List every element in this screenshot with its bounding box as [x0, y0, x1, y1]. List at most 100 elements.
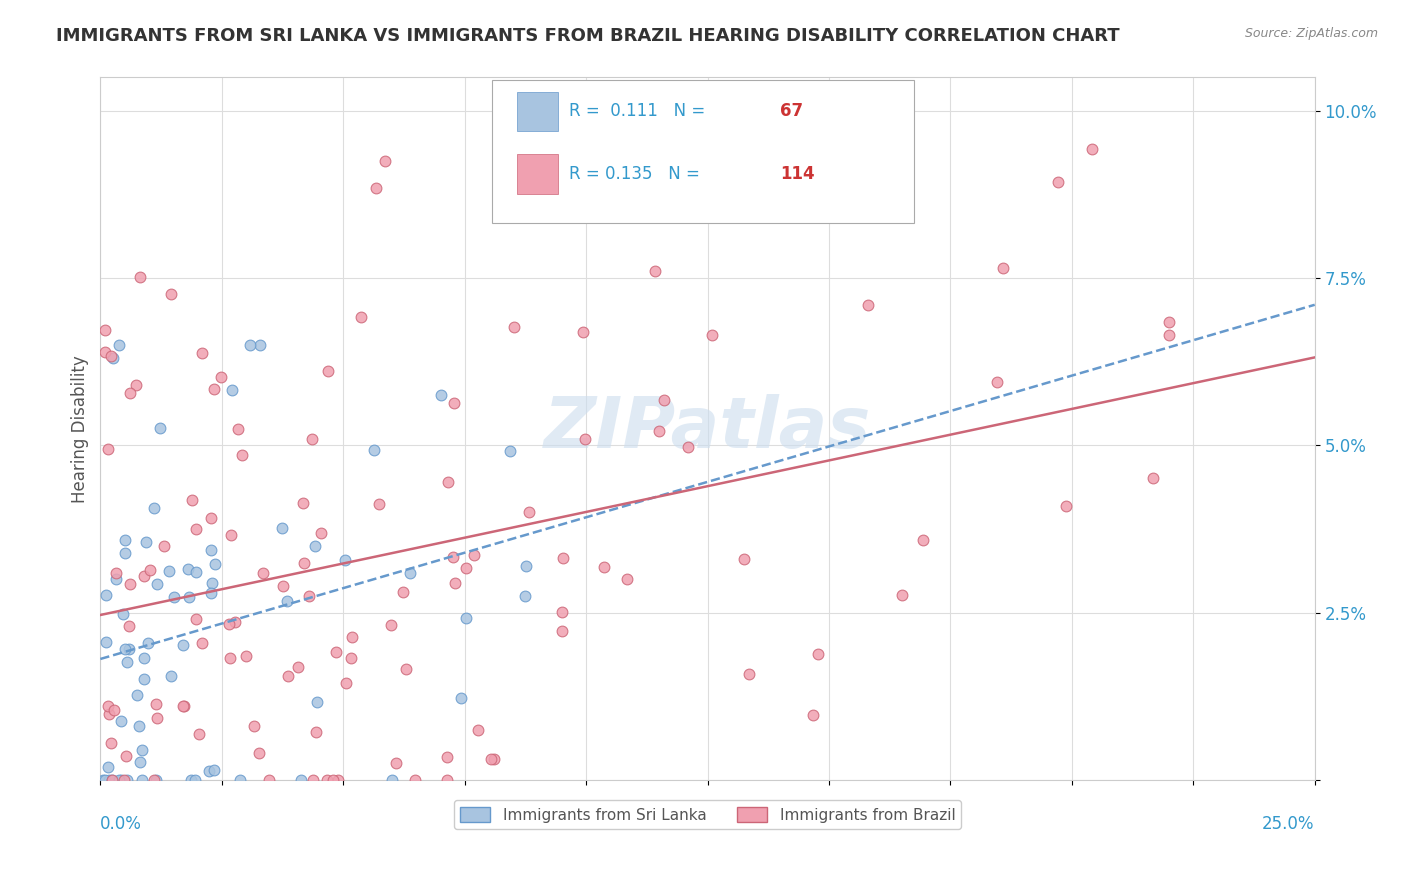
Point — [399, 566, 422, 581]
Point — [163, 590, 186, 604]
Point — [292, 496, 315, 510]
Point — [93, 773, 115, 788]
Point — [94, 588, 117, 602]
Point — [454, 561, 477, 575]
Point — [322, 773, 344, 788]
Point — [114, 546, 136, 560]
Point — [231, 449, 253, 463]
Point — [986, 376, 1008, 390]
Point — [437, 475, 460, 490]
Point — [318, 364, 340, 378]
Point — [136, 635, 159, 649]
Point — [149, 420, 172, 434]
Point — [96, 442, 118, 456]
Point — [513, 589, 536, 603]
Point — [1080, 143, 1102, 157]
Point — [200, 543, 222, 558]
Point — [644, 264, 666, 278]
Point — [112, 773, 135, 788]
Point — [463, 548, 485, 562]
Point — [364, 180, 387, 194]
Point — [436, 750, 458, 764]
Point — [270, 521, 292, 535]
Point — [142, 501, 165, 516]
Point — [97, 698, 120, 713]
Point — [186, 565, 208, 579]
Point — [110, 714, 132, 729]
Point — [316, 773, 339, 788]
Point — [333, 553, 356, 567]
Point — [145, 773, 167, 788]
Point — [115, 655, 138, 669]
Point — [159, 669, 181, 683]
Point — [551, 624, 574, 638]
Point — [160, 287, 183, 301]
Text: ZIPatlas: ZIPatlas — [544, 394, 872, 463]
Point — [221, 383, 243, 397]
Point — [553, 550, 575, 565]
Point — [891, 588, 914, 602]
Point — [276, 594, 298, 608]
Point — [104, 566, 127, 581]
Point — [114, 533, 136, 548]
Point — [335, 676, 357, 690]
Point — [380, 617, 402, 632]
Point — [218, 616, 240, 631]
Point — [287, 659, 309, 673]
Point — [482, 751, 505, 765]
Point — [350, 310, 373, 325]
Text: 67: 67 — [780, 103, 803, 120]
Point — [97, 773, 120, 788]
Point — [143, 773, 166, 788]
Point — [572, 325, 595, 339]
Point — [239, 338, 262, 352]
Point — [235, 648, 257, 663]
Point — [128, 719, 150, 733]
Point — [115, 748, 138, 763]
Point — [117, 773, 139, 788]
Point — [172, 638, 194, 652]
Point — [858, 298, 880, 312]
Point — [467, 723, 489, 737]
Point — [131, 773, 153, 788]
Point — [98, 707, 121, 722]
Legend: Immigrants from Sri Lanka, Immigrants from Brazil: Immigrants from Sri Lanka, Immigrants fr… — [454, 800, 962, 829]
Text: R =  0.111   N =: R = 0.111 N = — [569, 103, 711, 120]
Point — [125, 378, 148, 392]
Point — [404, 773, 426, 788]
Point — [309, 525, 332, 540]
Point — [1142, 471, 1164, 485]
Point — [190, 636, 212, 650]
Point — [101, 773, 124, 788]
Point — [247, 746, 270, 760]
Text: 0.0%: 0.0% — [100, 815, 142, 833]
Point — [441, 549, 464, 564]
Point — [374, 153, 396, 168]
Point — [430, 388, 453, 402]
Point — [177, 562, 200, 576]
Point — [436, 773, 458, 788]
Point — [652, 393, 675, 408]
Point — [340, 651, 363, 665]
Point — [395, 662, 418, 676]
Point — [517, 505, 540, 519]
Point — [290, 773, 312, 788]
Point — [184, 773, 207, 788]
Point — [479, 752, 502, 766]
Point — [129, 755, 152, 769]
Point — [616, 572, 638, 586]
Point — [202, 382, 225, 396]
Point — [180, 773, 202, 788]
Point — [100, 773, 122, 788]
Text: IMMIGRANTS FROM SRI LANKA VS IMMIGRANTS FROM BRAZIL HEARING DISABILITY CORRELATI: IMMIGRANTS FROM SRI LANKA VS IMMIGRANTS … — [56, 27, 1119, 45]
Point — [157, 564, 180, 578]
Point — [363, 443, 385, 458]
Point — [107, 773, 129, 788]
Point — [326, 773, 349, 788]
Point — [198, 764, 221, 779]
Point — [555, 137, 578, 152]
Point — [100, 349, 122, 363]
Point — [101, 351, 124, 366]
Point — [801, 708, 824, 723]
Point — [201, 575, 224, 590]
